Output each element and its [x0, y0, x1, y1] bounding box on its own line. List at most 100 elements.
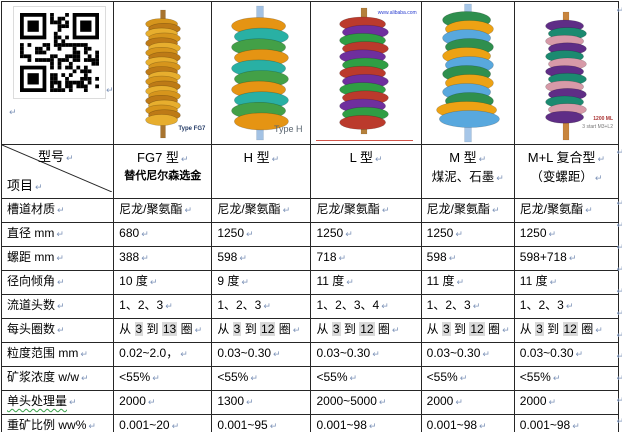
- table-cell: 680 ↵: [113, 222, 213, 247]
- table-cell: 2000 ↵: [513, 390, 620, 415]
- paragraph-mark: ↵: [345, 230, 353, 240]
- ml-image-caption-2: 3 start M3+L2: [582, 124, 613, 130]
- table-row-2: 螺距 mm ↵ 388 ↵ 598 ↵ 718 ↵ 598 ↵ 598+718 ↵: [0, 246, 620, 271]
- paragraph-mark: ↵: [616, 309, 622, 319]
- table-row-0: 槽道材质 ↵ 尼龙/聚氨酯 ↵ 尼龙/聚氨酯 ↵ 尼龙/聚氨酯 ↵ 尼龙/聚氨酯 ↵ 尼龙/聚氨酯 ↵: [0, 198, 620, 223]
- column-header-fg7: FG7 型 ↵ 替代尼尔森选金: [113, 144, 213, 199]
- paragraph-mark: ↵: [269, 422, 278, 432]
- column-subtitle: （变螺距） ↵: [530, 169, 603, 184]
- table-cell: 从 3 到 12 圈 ↵: [513, 318, 620, 343]
- paragraph-mark: ↵: [482, 350, 490, 360]
- paragraph-mark: ↵: [616, 417, 622, 427]
- column-header-ml: M+L 复合型 ↵ （变螺距） ↵: [513, 144, 620, 199]
- table-cell: 从 3 到 12 圈 ↵: [310, 318, 422, 343]
- paragraph-mark: ↵: [273, 350, 281, 360]
- paragraph-mark: ↵: [81, 374, 89, 384]
- table-cell: 10 度 ↵: [113, 270, 213, 295]
- paragraph-mark: ↵: [149, 278, 158, 288]
- l-image-cell: www.alibaba.com: [310, 1, 422, 145]
- row-label: 矿浆浓度 w/w ↵: [0, 366, 115, 391]
- ml-image-caption-1: 1200 ML: [593, 116, 613, 122]
- table-cell: 从 3 到 12 圈 ↵: [211, 318, 312, 343]
- table-cell: <55% ↵: [513, 366, 620, 391]
- qr-code-image: [20, 13, 99, 92]
- paragraph-mark: ↵: [246, 398, 254, 408]
- paragraph-mark: ↵: [575, 350, 584, 360]
- table-cell: <55% ↵: [211, 366, 312, 391]
- qr-code: [13, 6, 106, 99]
- paragraph-mark: ↵: [374, 155, 383, 165]
- row-label: 每头圈数 ↵: [0, 318, 115, 343]
- table-cell: 0.001~98 ↵: [513, 414, 620, 432]
- h-image-cell: Type H: [211, 1, 312, 145]
- paragraph-mark: ↵: [152, 374, 160, 384]
- paragraph-mark: ↵: [459, 374, 468, 384]
- table-cell: 1250 ↵: [211, 222, 312, 247]
- paragraph-mark: ↵: [597, 155, 606, 165]
- paragraph-mark: ↵: [616, 148, 622, 158]
- table-cell: 0.03~0.30 ↵: [310, 342, 422, 367]
- corner-label-model: 型号 ↵: [38, 149, 74, 164]
- table-cell: 11 度 ↵: [513, 270, 620, 295]
- paragraph-mark: ↵: [184, 206, 193, 216]
- h-spiral-image: [231, 5, 289, 141]
- paragraph-mark: ↵: [616, 243, 622, 253]
- fg7-spiral-image: [145, 9, 181, 139]
- paragraph-mark: ↵: [194, 326, 203, 336]
- corner-label-item: 项目 ↵: [7, 177, 43, 193]
- paragraph-mark: ↵: [57, 206, 65, 216]
- paragraph-mark: ↵: [241, 278, 249, 288]
- column-header-m: M 型 ↵ 煤泥、石墨 ↵: [420, 144, 515, 199]
- paragraph-mark: ↵: [180, 155, 189, 165]
- paragraph-mark: ↵: [565, 302, 574, 312]
- table-cell: 598 ↵: [211, 246, 312, 271]
- table-cell: 0.03~0.30 ↵: [420, 342, 515, 367]
- table-cell: 1、2、3 ↵: [113, 294, 213, 319]
- paragraph-mark: ↵: [616, 287, 622, 297]
- table-cell: 尼龙/聚氨酯 ↵: [113, 198, 213, 223]
- table-row-8: 单头处理量 ↵ 2000 ↵ 1300 ↵ 2000~5000 ↵ 2000 ↵ 2000 ↵: [0, 390, 620, 415]
- table-cell: 尼龙/聚氨酯 ↵: [513, 198, 620, 223]
- paragraph-mark: ↵: [239, 254, 247, 264]
- m-image-cell: [420, 1, 515, 145]
- table-row-9: 重矿比例 ww% ↵ 0.001~20 ↵ 0.001~95 ↵ 0.001~98 ↵ 0.00…: [0, 414, 620, 432]
- table-cell: 0.001~20 ↵: [113, 414, 213, 432]
- paragraph-mark: ↵: [595, 326, 603, 336]
- row-label: 径向倾角 ↵: [0, 270, 115, 295]
- column-subtitle: 替代尼尔森选金: [124, 169, 202, 182]
- paragraph-mark: ↵: [372, 350, 380, 360]
- paragraph-mark: ↵: [69, 398, 77, 408]
- column-header-l: L 型 ↵: [310, 144, 422, 199]
- paragraph-mark: ↵: [250, 374, 258, 384]
- table-cell: 1300 ↵: [211, 390, 312, 415]
- table-cell: 1、2、3 ↵: [420, 294, 515, 319]
- paragraph-mark: ↵: [292, 326, 301, 336]
- paragraph-mark: ↵: [171, 422, 180, 432]
- paragraph-mark: ↵: [56, 230, 64, 240]
- paragraph-mark: ↵: [455, 398, 463, 408]
- table-cell: 0.001~98 ↵: [310, 414, 422, 432]
- table-cell: 9 度 ↵: [211, 270, 312, 295]
- paragraph-mark: ↵: [616, 199, 622, 209]
- paragraph-mark: ↵: [552, 374, 561, 384]
- paragraph-mark: ↵: [568, 254, 577, 264]
- paragraph-mark: ↵: [141, 230, 149, 240]
- row-label: 重矿比例 ww% ↵: [0, 414, 115, 432]
- paragraph-mark: ↵: [66, 154, 74, 164]
- table-cell: 1250 ↵: [513, 222, 620, 247]
- table-row-4: 流道头数 ↵ 1、2、3 ↵ 1、2、3 ↵ 1、2、3、4 ↵ 1、2、3 ↵ 1、2、3 ↵: [0, 294, 620, 319]
- table-row-6: 粒度范围 mm ↵ 0.02~2.0， ↵ 0.03~0.30 ↵ 0.03~0.30 ↵ 0.…: [0, 342, 620, 367]
- paragraph-mark: ↵: [572, 422, 580, 432]
- ml-image-cell: 1200 ML 3 start M3+L2: [513, 1, 620, 145]
- row-label: 螺距 mm ↵: [0, 246, 115, 271]
- paragraph-mark: ↵: [616, 396, 622, 406]
- paragraph-mark: ↵: [141, 254, 149, 264]
- paragraph-mark: ↵: [57, 278, 65, 288]
- paragraph-mark: ↵: [282, 206, 291, 216]
- red-underline: [316, 140, 413, 141]
- table-row-3: 径向倾角 ↵ 10 度 ↵ 9 度 ↵ 11 度 ↵ 11 度 ↵ 11 度 ↵: [0, 270, 620, 295]
- table-cell: 2000 ↵: [113, 390, 213, 415]
- paragraph-mark: ↵: [391, 326, 400, 336]
